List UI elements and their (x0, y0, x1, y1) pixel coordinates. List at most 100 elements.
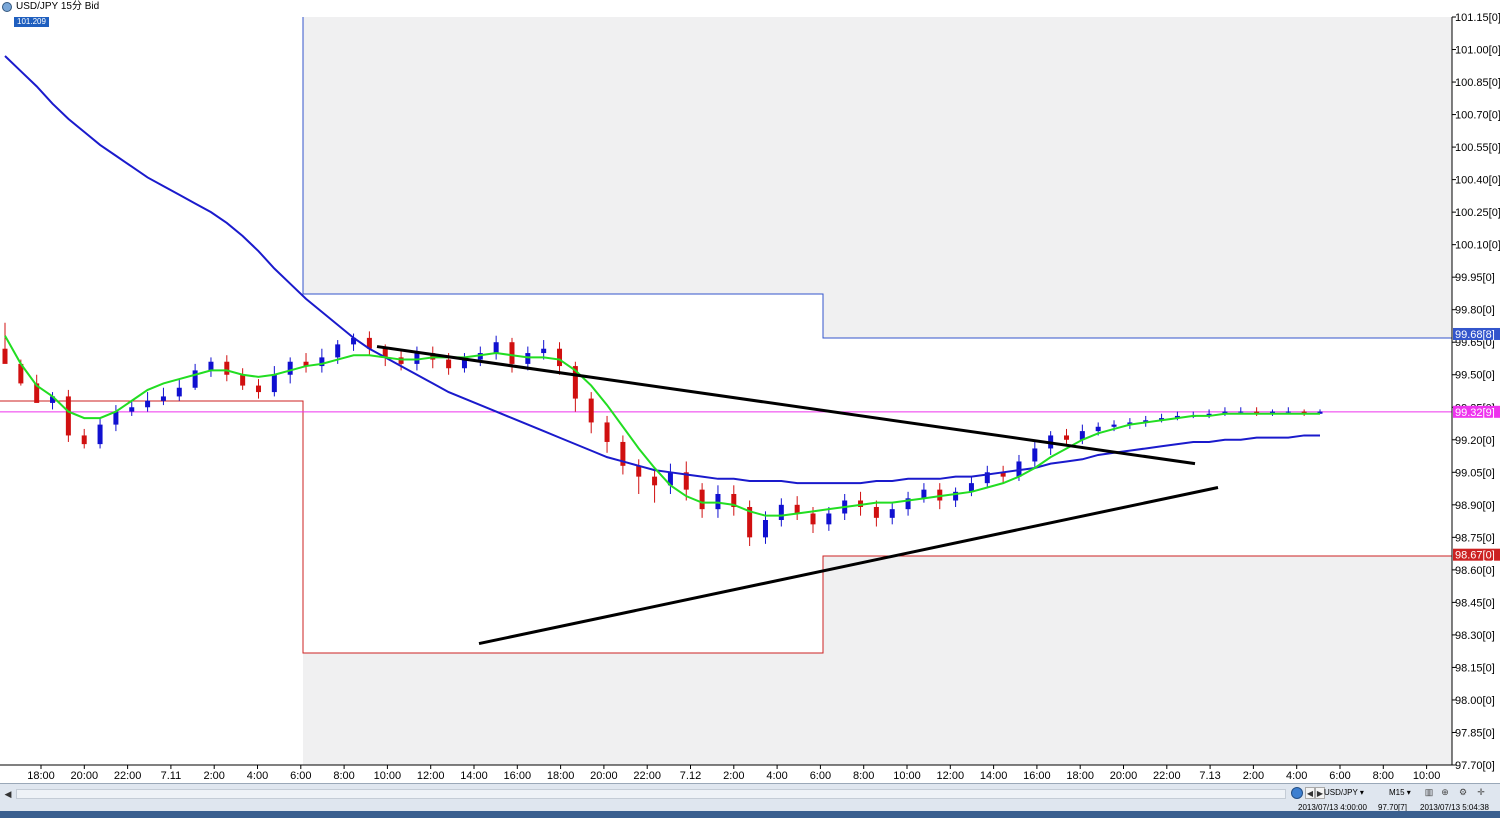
candle-body (287, 361, 293, 375)
globe-icon[interactable] (1291, 787, 1303, 799)
x-tick-label: 14:00 (980, 770, 1008, 782)
candle-body (715, 493, 721, 510)
bar-chart-icon[interactable]: ▥ (1424, 787, 1434, 797)
candle-body (1269, 411, 1275, 414)
y-tick-label: 99.20[0] (1455, 435, 1495, 447)
candle-body (1095, 426, 1101, 432)
price-label-text: 99.68[8] (1455, 329, 1495, 341)
candle-body (1079, 431, 1085, 440)
shade-region (303, 294, 823, 653)
candle-body (1238, 411, 1244, 413)
candle-body (271, 374, 277, 393)
x-tick-label: 8:00 (853, 770, 874, 782)
x-tick-label: 20:00 (71, 770, 99, 782)
shade-region (0, 17, 303, 401)
price-chart[interactable]: 101.15[0] 101.00[0] 100.85[0] 100.70[0] 100.… (0, 0, 1500, 783)
timeframe-select[interactable]: M15 ▾ (1389, 788, 1411, 797)
candle-body (255, 385, 261, 393)
x-tick-label: 20:00 (1110, 770, 1138, 782)
symbol-select[interactable]: USD/JPY ▾ (1324, 788, 1364, 797)
range-boxes (0, 17, 1452, 654)
cursor-time: 2013/07/13 4:00:00 (1298, 803, 1367, 812)
x-tick-label: 4:00 (1286, 770, 1307, 782)
x-tick-label: 18:00 (27, 770, 55, 782)
y-tick-label: 98.30[0] (1455, 630, 1495, 642)
prev-low-line (0, 400, 1452, 654)
shaded-regions (0, 17, 1452, 765)
candle-body (588, 398, 594, 423)
candle-body (889, 509, 895, 518)
price-label-box (1453, 405, 1500, 418)
candle-body (335, 344, 341, 358)
candle-body (1064, 435, 1070, 440)
candle-body (620, 441, 626, 466)
candle-body (1174, 415, 1180, 419)
x-tick-label: 4:00 (247, 770, 268, 782)
candle-body (858, 500, 864, 507)
axes: 101.15[0] 101.00[0] 100.85[0] 100.70[0] 100.… (0, 12, 1500, 782)
price-label-box (1453, 327, 1500, 340)
x-tick-label: 7.11 (161, 770, 182, 782)
horizontal-scrollbar[interactable] (16, 789, 1286, 799)
x-tick-label: 22:00 (114, 770, 142, 782)
y-tick-label: 97.70[0] (1455, 760, 1495, 772)
candle-body (1032, 448, 1038, 462)
candle-body (1317, 411, 1323, 414)
x-tick-label: 10:00 (374, 770, 402, 782)
trendline-upper (376, 345, 1196, 466)
candle-body (1206, 413, 1212, 416)
shade-region (823, 338, 1452, 556)
y-tick-label: 99.50[0] (1455, 370, 1495, 382)
price-label-text: 99.32[9] (1455, 407, 1495, 419)
chart-title: USD/JPY 15分 Bid (0, 0, 99, 14)
x-tick-label: 7.12 (680, 770, 701, 782)
candle-body (414, 353, 420, 364)
y-tick-label: 98.90[0] (1455, 500, 1495, 512)
x-tick-label: 10:00 (893, 770, 921, 782)
candle-body (525, 353, 531, 364)
x-tick-label: 16:00 (1023, 770, 1051, 782)
candle-body (224, 361, 230, 375)
candle-body (762, 520, 768, 538)
candle-body (366, 337, 372, 349)
candle-body (145, 400, 151, 408)
candle-body (747, 506, 753, 538)
settings-icon[interactable]: ⚙ (1458, 787, 1468, 797)
candle-body (636, 465, 642, 477)
candle-body (160, 396, 166, 401)
arrow-right-icon[interactable]: ▶ (1315, 787, 1325, 799)
candle-body (176, 387, 182, 397)
candle-body (1254, 411, 1260, 414)
trendlines (376, 345, 1219, 646)
y-tick-label: 99.05[0] (1455, 467, 1495, 479)
y-tick-label: 98.15[0] (1455, 662, 1495, 674)
arrow-left-icon[interactable]: ◀ (1305, 787, 1315, 799)
crosshair-icon[interactable]: ✛ (1477, 787, 1485, 797)
candle-body (477, 353, 483, 360)
sma-fast-line (4, 335, 1320, 517)
y-tick-label: 98.45[0] (1455, 597, 1495, 609)
x-tick-label: 10:00 (1413, 770, 1441, 782)
candle-body (430, 353, 436, 360)
candle-body (541, 348, 547, 354)
x-tick-label: 2:00 (203, 770, 224, 782)
x-tick-label: 6:00 (810, 770, 831, 782)
y-tick-label: 99.65[0] (1455, 337, 1495, 349)
cursor-price: 97.70[7] (1378, 803, 1407, 812)
candle-body (1000, 472, 1006, 477)
candle-body (1111, 424, 1117, 427)
x-tick-label: 18:00 (1066, 770, 1094, 782)
candle-body (652, 476, 658, 486)
scroll-left-icon[interactable]: ◀ (4, 789, 12, 799)
candle-body (810, 513, 816, 525)
candle-body (683, 472, 689, 490)
y-tick-label: 100.55[0] (1455, 142, 1500, 154)
candle-body (240, 374, 246, 386)
x-tick-label: 6:00 (290, 770, 311, 782)
price-badge: 101.209 (14, 17, 49, 27)
candle-body (778, 504, 784, 521)
x-tick-label: 16:00 (504, 770, 532, 782)
instrument-icon (2, 2, 12, 12)
x-tick-label: 18:00 (547, 770, 575, 782)
zoom-icon[interactable]: ⊕ (1441, 787, 1449, 797)
